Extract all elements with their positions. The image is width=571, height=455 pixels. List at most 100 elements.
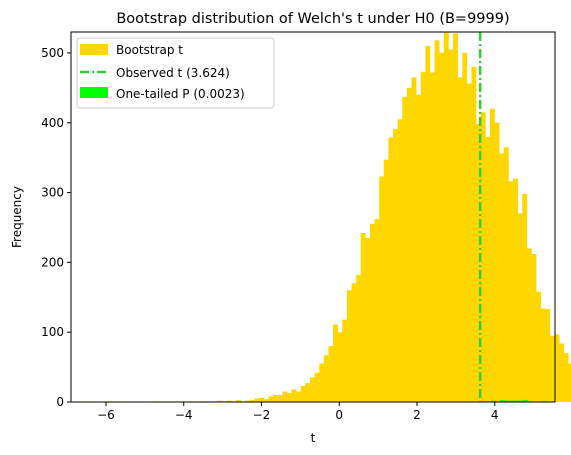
histogram-bar (476, 124, 482, 402)
histogram-bar (351, 283, 357, 402)
histogram-bar (563, 353, 569, 402)
histogram-bar (517, 213, 523, 402)
histogram-bar (471, 66, 477, 402)
histogram-bar (282, 391, 288, 402)
histogram-bar (263, 399, 269, 402)
histogram-bar (305, 383, 311, 402)
chart-title: Bootstrap distribution of Welch's t unde… (116, 11, 509, 27)
tail-bar (500, 399, 506, 402)
y-tick-label: 400 (41, 116, 64, 130)
histogram-bar (411, 77, 417, 403)
histogram-bar (536, 291, 542, 402)
legend: Bootstrap t Observed t (3.624) One-taile… (76, 37, 275, 109)
x-tick-label: −6 (97, 408, 115, 422)
histogram-bar (489, 108, 495, 402)
histogram-bar (374, 219, 380, 402)
tail-bar (490, 400, 496, 402)
histogram-bar (369, 223, 375, 402)
histogram-bar (406, 87, 412, 402)
tail-bar (504, 400, 510, 402)
histogram-bar (503, 147, 509, 402)
axes-frame (70, 31, 556, 403)
histogram-bar (273, 395, 278, 402)
tail-bar (518, 400, 524, 402)
histogram-bar (466, 83, 472, 403)
histogram-bar (250, 399, 255, 402)
x-tick-label: −4 (175, 408, 193, 422)
histogram-bar (333, 324, 338, 402)
histogram-bar (420, 71, 426, 402)
histogram-bar (453, 33, 458, 402)
histogram-bar (291, 389, 297, 402)
y-ticks: 0 100 200 300 400 500 (41, 46, 71, 409)
histogram-bar (360, 233, 366, 402)
histogram-bar (328, 346, 334, 402)
y-axis-label: Frequency (10, 186, 24, 248)
histogram-bar (402, 96, 408, 402)
y-tick-label: 0 (56, 395, 64, 409)
histogram-bar (568, 363, 571, 402)
histogram-bar (443, 32, 449, 402)
histogram-bar (434, 40, 440, 403)
histogram-bar (429, 72, 435, 402)
histogram-bar (499, 153, 505, 402)
histogram-bar (549, 335, 555, 402)
histogram-bar (323, 355, 329, 402)
histogram-bar (346, 290, 352, 402)
histogram-bar (286, 392, 292, 402)
histogram-bar (314, 372, 320, 402)
histogram-bar (277, 395, 283, 402)
x-ticks: −6 −4 −2 0 2 4 (97, 402, 499, 422)
histogram-bar (268, 396, 274, 402)
y-tick-label: 100 (41, 325, 64, 339)
histogram-bar (545, 309, 551, 402)
histogram-bar (462, 52, 468, 403)
x-tick-label: 4 (491, 408, 499, 422)
legend-label-bootstrap: Bootstrap t (116, 43, 183, 57)
bars-layer (88, 32, 571, 403)
histogram-bar (365, 237, 371, 402)
y-tick-label: 200 (41, 255, 64, 269)
histogram-bar (383, 159, 389, 402)
histogram-bar (425, 45, 431, 402)
histogram-bar (296, 391, 302, 402)
y-tick-label: 500 (41, 46, 64, 60)
legend-label-one-tailed: One-tailed P (0.0023) (116, 87, 245, 101)
histogram-bar (531, 254, 537, 402)
tail-bar (509, 400, 515, 402)
histogram-bar (494, 122, 500, 403)
histogram-bar (245, 400, 251, 402)
histogram-bar (554, 334, 560, 402)
histogram-bar (526, 248, 532, 402)
histogram-bar (485, 136, 491, 402)
histogram-bar (226, 400, 232, 402)
histogram-bar (457, 77, 463, 403)
histogram-bar (540, 308, 546, 402)
histogram-bar (448, 49, 454, 403)
histogram-bar (439, 52, 445, 403)
histogram-bar (217, 400, 223, 402)
histogram-bar (309, 377, 315, 402)
y-tick-label: 300 (41, 186, 64, 200)
histogram-bar (259, 397, 265, 402)
histogram-bar (513, 178, 518, 402)
x-tick-label: −2 (253, 408, 271, 422)
legend-swatch-bootstrap (80, 44, 108, 55)
histogram-bar (416, 94, 422, 402)
histogram-bar (393, 129, 398, 403)
histogram-bar (254, 398, 260, 402)
histogram-bar (319, 363, 325, 402)
histogram-bar (342, 319, 348, 402)
histogram-bar (236, 399, 242, 402)
histogram-bar (379, 176, 385, 402)
x-tick-label: 2 (413, 408, 421, 422)
histogram-bar (300, 385, 306, 402)
histogram-bar (337, 332, 343, 402)
tail-bar (513, 400, 519, 402)
tail-bar (523, 399, 529, 402)
histogram-bar (480, 112, 486, 402)
x-tick-label: 0 (335, 408, 343, 422)
histogram-bar (508, 181, 514, 402)
x-axis-label: t (311, 431, 316, 445)
